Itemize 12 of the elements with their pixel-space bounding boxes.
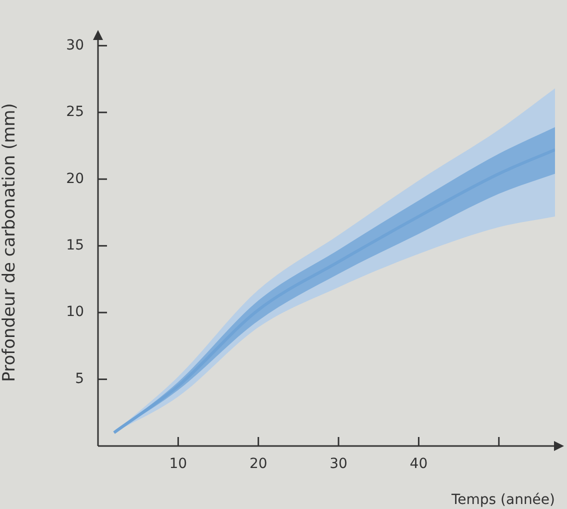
y-tick-label: 30 [66, 37, 84, 54]
x-tick-label: 40 [410, 456, 428, 472]
x-tick-label: 30 [330, 456, 348, 472]
y-tick-label: 10 [66, 304, 84, 320]
x-tick-label: 20 [249, 456, 268, 472]
y-axis-title: Profondeur de carbonation (mm) [0, 103, 20, 382]
y-tick-label: 5 [75, 370, 84, 387]
x-tick-label: 10 [169, 456, 188, 472]
x-axis-title: Temps (année) [450, 492, 555, 508]
y-tick-label: 20 [66, 170, 84, 187]
y-tick-label: 25 [66, 104, 84, 120]
y-tick-label: 15 [66, 237, 84, 254]
